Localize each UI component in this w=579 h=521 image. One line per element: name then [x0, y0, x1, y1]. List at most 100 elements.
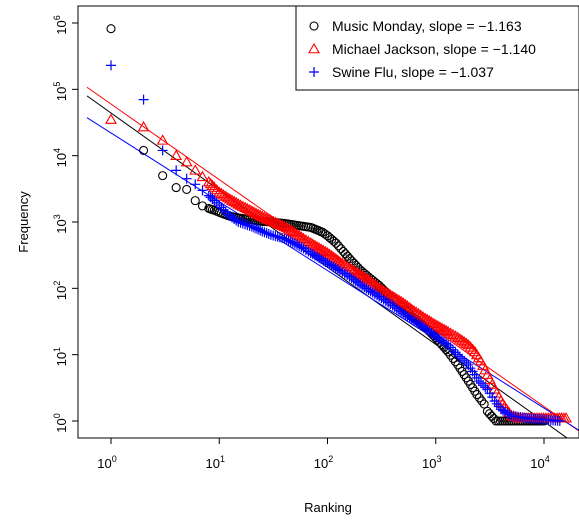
- data-point: [270, 231, 281, 242]
- data-point: [277, 233, 288, 244]
- data-point: [170, 149, 183, 160]
- data-point: [292, 239, 303, 250]
- data-point: [259, 227, 270, 238]
- y-tick-label: 106: [52, 15, 69, 34]
- data-point: [197, 185, 208, 196]
- data-point: [242, 220, 253, 231]
- data-point: [358, 271, 371, 282]
- data-point: [240, 219, 251, 230]
- data-point: [243, 204, 256, 215]
- data-point: [241, 202, 254, 214]
- data-point: [336, 244, 346, 254]
- legend-label: Swine Flu, slope = −1.037: [332, 64, 494, 80]
- data-point: [330, 263, 341, 274]
- data-point: [554, 416, 565, 426]
- data-point: [196, 170, 209, 182]
- data-point: [267, 215, 280, 226]
- data-point: [312, 251, 323, 262]
- data-point: [560, 412, 573, 423]
- data-point: [408, 304, 420, 316]
- data-point: [464, 341, 477, 352]
- data-point: [326, 260, 337, 271]
- data-point: [454, 351, 465, 362]
- data-point: [498, 416, 508, 426]
- data-point: [395, 295, 408, 307]
- data-point: [457, 353, 468, 364]
- data-point: [294, 241, 305, 252]
- legend-box: [295, 5, 579, 91]
- data-point: [289, 238, 300, 249]
- data-point: [213, 186, 226, 197]
- data-point: [456, 334, 468, 345]
- data-point: [412, 307, 425, 319]
- data-point: [453, 333, 466, 344]
- data-point: [309, 250, 320, 261]
- x-axis: 100 101 102 103 104: [97, 438, 550, 471]
- data-point: [489, 414, 499, 424]
- x-tick-label: 102: [314, 454, 333, 471]
- data-point: [236, 200, 249, 211]
- data-point: [314, 252, 325, 263]
- data-point: [316, 254, 327, 265]
- data-point: [235, 217, 246, 228]
- y-tick-label: 105: [52, 82, 69, 101]
- data-point: [451, 331, 464, 343]
- legend-marker: [309, 21, 319, 31]
- data-point: [323, 248, 336, 259]
- data-point: [296, 242, 307, 253]
- data-point: [461, 357, 472, 368]
- data-point: [293, 229, 306, 241]
- data-point: [366, 277, 379, 288]
- data-point: [320, 256, 331, 267]
- data-point: [279, 233, 290, 244]
- data-point: [182, 184, 192, 194]
- legend-label: Music Monday, slope = −1.163: [332, 18, 522, 34]
- data-point: [197, 201, 208, 211]
- data-point: [158, 171, 168, 181]
- data-point: [393, 294, 405, 305]
- data-point: [288, 227, 301, 238]
- data-point: [419, 312, 432, 323]
- data-point: [498, 405, 509, 416]
- data-point: [214, 200, 225, 211]
- data-point: [458, 335, 471, 347]
- data-point: [287, 237, 298, 248]
- fit-line: [86, 117, 579, 431]
- data-point: [239, 201, 252, 213]
- x-tick-label: 104: [530, 454, 549, 471]
- data-point: [264, 214, 277, 225]
- x-axis-label: Ranking: [304, 500, 352, 515]
- data-point: [417, 310, 429, 322]
- data-point: [410, 306, 423, 317]
- data-point: [285, 236, 296, 247]
- data-point: [268, 230, 279, 241]
- data-point: [363, 284, 374, 295]
- data-point: [480, 382, 491, 393]
- data-point: [500, 406, 511, 417]
- data-point: [462, 338, 475, 350]
- data-point: [273, 218, 286, 229]
- data-point: [347, 264, 360, 276]
- y-tick-label: 102: [52, 281, 69, 300]
- data-point: [106, 24, 116, 34]
- data-point: [189, 164, 202, 175]
- data-point: [423, 315, 436, 326]
- data-point: [234, 199, 247, 210]
- data-point: [208, 181, 221, 192]
- data-point: [231, 215, 242, 226]
- data-point: [261, 228, 272, 239]
- data-point: [284, 224, 297, 235]
- data-point: [466, 343, 479, 354]
- data-point: [479, 399, 489, 409]
- data-point: [156, 134, 169, 145]
- data-point: [442, 325, 455, 337]
- data-point: [209, 195, 220, 206]
- fit-line: [86, 95, 568, 438]
- data-point: [333, 241, 344, 251]
- data-point: [352, 267, 364, 278]
- data-point: [367, 287, 378, 298]
- data-point: [251, 223, 262, 234]
- data-point: [206, 179, 219, 191]
- data-point: [390, 293, 403, 304]
- data-point: [278, 220, 291, 231]
